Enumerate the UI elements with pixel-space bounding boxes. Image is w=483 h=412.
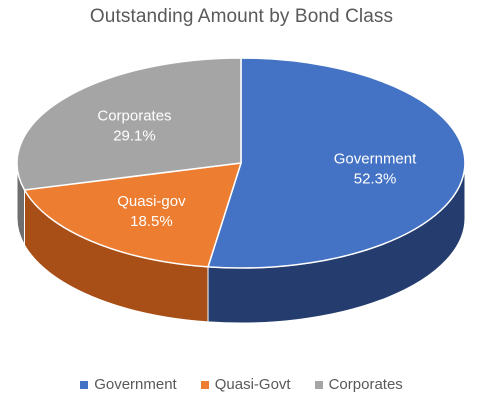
legend-label-quasi-govt: Quasi-Govt — [214, 376, 291, 393]
legend: Government Quasi-Govt Corporates — [0, 376, 483, 393]
slice-value-corporates: 29.1% — [113, 128, 156, 145]
slice-value-quasi-govt: 18.5% — [130, 213, 173, 230]
pie-slice-corporates[interactable] — [16, 57, 242, 191]
slice-label-corporates: Corporates — [97, 108, 171, 125]
pie-depth-layer — [16, 162, 466, 324]
slice-label-layer: Government 52.3% Quasi-gov 18.5% Corporates 2… — [97, 108, 417, 230]
pie-slice-quasi-govt[interactable] — [23, 162, 242, 268]
legend-item-corporates[interactable]: Corporates — [314, 376, 403, 393]
legend-swatch-corporates — [314, 380, 323, 389]
legend-swatch-quasi-govt — [200, 380, 209, 389]
pie-slice-government[interactable] — [207, 57, 466, 269]
slice-value-government: 52.3% — [354, 171, 397, 188]
legend-label-government: Government — [94, 376, 177, 393]
pie-top-layer — [16, 57, 466, 269]
legend-item-quasi-govt[interactable]: Quasi-Govt — [200, 376, 291, 393]
chart-title: Outstanding Amount by Bond Class — [89, 6, 394, 27]
legend-label-corporates: Corporates — [328, 376, 403, 393]
legend-item-government[interactable]: Government — [80, 376, 177, 393]
slice-label-government: Government — [334, 151, 417, 168]
slice-label-quasi-govt: Quasi-gov — [117, 193, 186, 210]
legend-swatch-government — [80, 380, 89, 389]
